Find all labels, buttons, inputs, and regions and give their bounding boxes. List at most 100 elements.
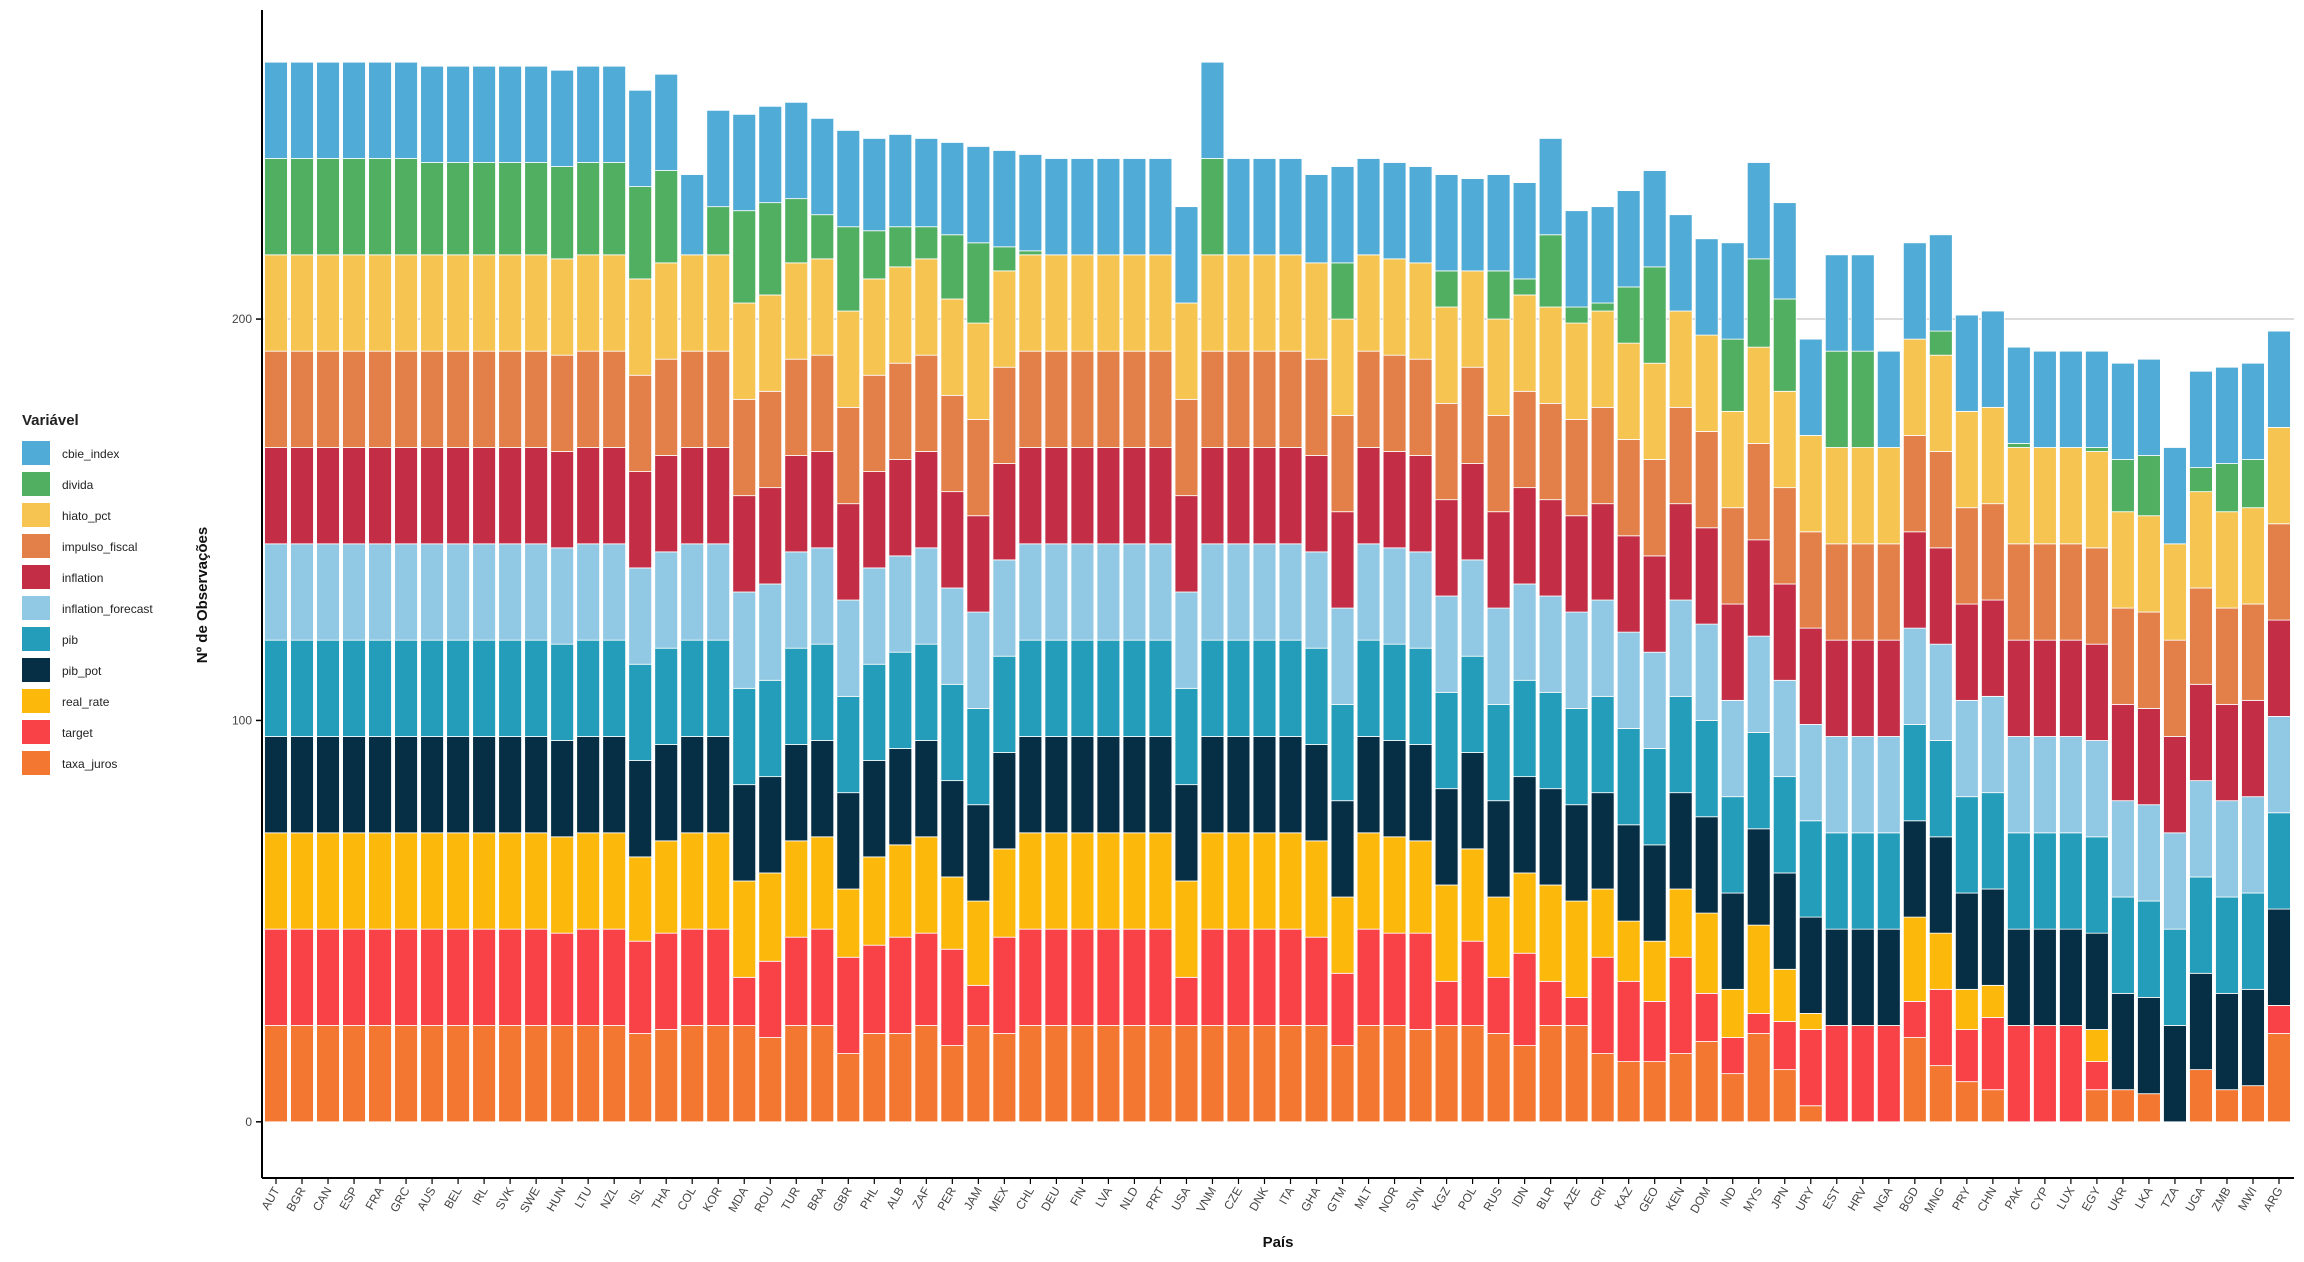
- bar-segment-KEN-impulso_fiscal: [1668, 406, 1693, 505]
- bar-segment-LUX-cbie_index: [2059, 350, 2083, 448]
- bar-segment-CYP-pib: [2033, 832, 2057, 930]
- bar-segment-MYS-hiato_pct: [1746, 346, 1771, 444]
- bar-segment-AZE-impulso_fiscal: [1564, 418, 1589, 517]
- bar-segment-GTM-taxa_juros: [1330, 1045, 1355, 1123]
- legend-swatch-pib: [22, 627, 50, 651]
- bar-segment-NOR-taxa_juros: [1382, 1025, 1407, 1123]
- bar-segment-FRA-pib_pot: [368, 736, 392, 834]
- bar-segment-NLD-hiato_pct: [1122, 254, 1147, 352]
- bar-segment-THA-inflation: [654, 455, 679, 553]
- bar-segment-CHL-hiato_pct: [1018, 254, 1043, 352]
- bar-segment-KGZ-real_rate: [1434, 884, 1459, 982]
- bar-segment-UGA-pib: [2189, 876, 2213, 974]
- x-tick-label-CHN: CHN: [1974, 1185, 1999, 1215]
- bar-segment-FRA-inflation_forecast: [368, 543, 392, 641]
- bar-segment-FRA-pib: [368, 639, 392, 737]
- bar-segment-PHL-real_rate: [862, 856, 887, 946]
- bar-segment-BEL-impulso_fiscal: [446, 350, 470, 448]
- bar-segment-KGZ-inflation: [1434, 499, 1459, 597]
- bar-segment-RUS-divida: [1486, 270, 1511, 320]
- bar-segment-AUT-real_rate: [264, 832, 288, 930]
- bar-segment-NLD-target: [1122, 928, 1147, 1026]
- legend-swatch-taxa_juros: [22, 751, 50, 775]
- bar-segment-CRI-hiato_pct: [1590, 310, 1615, 408]
- x-tick-label-PAK: PAK: [2002, 1185, 2026, 1212]
- x-tick-label-NOR: NOR: [1376, 1184, 1402, 1214]
- bar-segment-GHA-target: [1304, 936, 1329, 1026]
- bar-segment-SVK-target: [498, 928, 522, 1026]
- bar-segment-UKR-divida: [2111, 459, 2135, 513]
- bar-segment-ZMB-inflation_forecast: [2215, 800, 2239, 898]
- bar-segment-LTU-hiato_pct: [576, 254, 601, 352]
- bar-segment-ESP-pib: [342, 639, 366, 737]
- bar-segment-DEU-hiato_pct: [1044, 254, 1069, 352]
- bar-segment-VNM-divida: [1200, 158, 1225, 256]
- bar-segment-EST-hiato_pct: [1824, 447, 1849, 545]
- bar-segment-PRY-real_rate: [1955, 988, 1979, 1030]
- bar-segment-HRV-inflation: [1850, 639, 1875, 737]
- bar-segment-PER-pib_pot: [940, 780, 965, 878]
- x-tick-label-BEL: BEL: [441, 1184, 465, 1211]
- bar-segment-LVA-target: [1096, 928, 1121, 1026]
- bar-segment-HUN-real_rate: [550, 836, 574, 934]
- bar-segment-VNM-impulso_fiscal: [1200, 350, 1225, 448]
- bar-segment-AZE-divida: [1564, 306, 1589, 324]
- bar-segment-LKA-inflation_forecast: [2137, 804, 2161, 902]
- bar-segment-POL-inflation_forecast: [1460, 559, 1485, 657]
- bar-segment-ESP-hiato_pct: [342, 254, 366, 352]
- bar-segment-TUR-taxa_juros: [784, 1025, 809, 1123]
- bar-segment-TZA-inflation_forecast: [2163, 832, 2187, 930]
- bar-segment-NGA-pib: [1876, 832, 1901, 930]
- bar-segment-BRA-cbie_index: [810, 117, 835, 216]
- x-tick-label-VNM: VNM: [1194, 1185, 1219, 1215]
- bar-segment-PER-cbie_index: [940, 142, 965, 236]
- bar-segment-UGA-inflation: [2189, 683, 2213, 782]
- legend-label-hiato_pct: hiato_pct: [62, 509, 111, 523]
- bar-segment-MLT-impulso_fiscal: [1356, 350, 1381, 448]
- bar-segment-NLD-impulso_fiscal: [1122, 350, 1147, 448]
- bar-segment-MDA-pib: [732, 687, 757, 786]
- bar-segment-IRL-taxa_juros: [472, 1025, 496, 1123]
- bar-segment-PAK-inflation_forecast: [2007, 736, 2031, 834]
- x-tick-label-ZAF: ZAF: [909, 1185, 932, 1212]
- bar-segment-JPN-hiato_pct: [1772, 390, 1797, 489]
- legend-label-target: target: [62, 726, 93, 740]
- x-tick-label-URY: URY: [1793, 1185, 1818, 1214]
- bar-segment-THA-divida: [654, 170, 679, 264]
- bar-segment-BGD-target: [1902, 1001, 1927, 1038]
- bar-segment-EGY-divida: [2085, 447, 2109, 452]
- bar-segment-TUR-inflation_forecast: [784, 551, 809, 649]
- bar-segment-MEX-hiato_pct: [992, 270, 1017, 368]
- bar-segment-SVN-inflation: [1408, 455, 1433, 553]
- bar-segment-FIN-inflation: [1070, 447, 1095, 545]
- bar-segment-CHN-cbie_index: [1981, 310, 2005, 408]
- bar-segment-ROU-hiato_pct: [758, 294, 783, 392]
- bar-segment-ROU-inflation_forecast: [758, 583, 783, 681]
- bar-segment-GRC-impulso_fiscal: [394, 350, 418, 448]
- bar-segment-POL-target: [1460, 940, 1485, 1026]
- bar-segment-CYP-hiato_pct: [2033, 447, 2057, 545]
- bar-segment-VNM-pib_pot: [1200, 736, 1225, 834]
- x-tick-label-IND: IND: [1717, 1184, 1740, 1209]
- bar-segment-DNK-hiato_pct: [1252, 254, 1277, 352]
- bar-segment-CRI-target: [1590, 956, 1615, 1054]
- bar-segment-ESP-inflation_forecast: [342, 543, 366, 641]
- bar-segment-TUR-pib: [784, 647, 809, 745]
- bar-segment-SWE-pib_pot: [524, 736, 548, 834]
- bar-segment-MNG-hiato_pct: [1928, 354, 1953, 452]
- bar-segment-HRV-hiato_pct: [1850, 447, 1875, 545]
- x-tick-label-RUS: RUS: [1480, 1185, 1505, 1214]
- bar-segment-NGA-cbie_index: [1876, 350, 1901, 448]
- legend-swatch-target: [22, 720, 50, 744]
- bar-segment-AZE-hiato_pct: [1564, 322, 1589, 420]
- bar-segment-SWE-taxa_juros: [524, 1025, 548, 1123]
- bar-segment-RUS-cbie_index: [1486, 174, 1511, 272]
- bar-segment-BGD-hiato_pct: [1902, 338, 1927, 436]
- bar-segment-ROU-pib_pot: [758, 776, 783, 874]
- bar-segment-IND-impulso_fiscal: [1720, 507, 1745, 605]
- bar-segment-NOR-hiato_pct: [1382, 258, 1407, 356]
- bar-segment-CAN-cbie_index: [316, 61, 340, 159]
- bar-segment-IND-inflation: [1720, 603, 1745, 701]
- bar-segment-JAM-divida: [966, 242, 991, 324]
- bar-segment-IND-divida: [1720, 338, 1745, 412]
